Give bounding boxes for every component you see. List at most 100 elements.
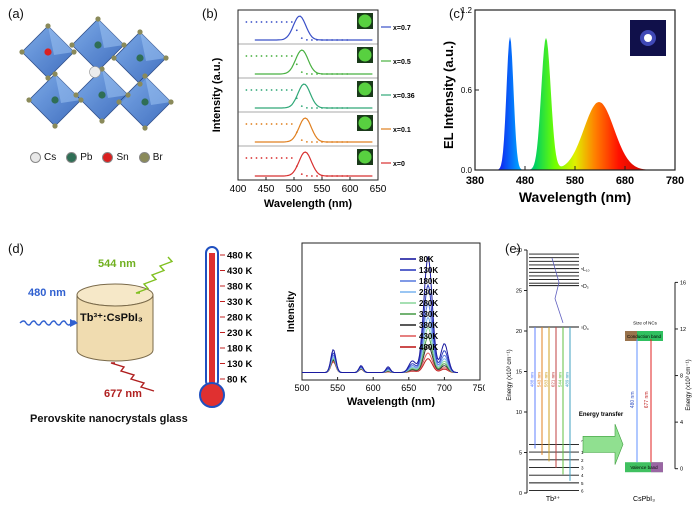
absorption-point [275, 21, 278, 23]
level-label: ⁵L₁₀ [581, 267, 590, 273]
absorption-point [300, 71, 303, 73]
emission-curve [254, 15, 373, 41]
absorption-point [321, 39, 323, 41]
conduction-band [625, 331, 663, 341]
light-spot-icon [644, 34, 652, 42]
legend-label: 130K [419, 266, 438, 275]
x-tick-label: 750 [472, 383, 485, 393]
br-atom [95, 16, 101, 22]
br-atom [116, 99, 122, 105]
legend-label: 430K [419, 332, 438, 341]
absorption-point [270, 123, 273, 125]
level-label: ⁵D₄ [581, 325, 589, 331]
y-axis-label: Intensity [286, 291, 297, 333]
thermometer: 480 K 430 K 380 K 330 K 280 K 230 K 180 K 130 K… [199, 246, 252, 408]
absorption-point [326, 175, 328, 177]
sample-label: Tb³⁺:CsPbI₃ [80, 312, 143, 324]
panel-b-label: (b) [202, 6, 218, 21]
legend-item: Br [138, 152, 163, 163]
emission-curve [254, 117, 373, 143]
absorption-point [280, 157, 283, 159]
cylinder-body [76, 294, 154, 362]
octahedron-facet [48, 26, 74, 55]
red-emission-label: 677 nm [104, 388, 142, 400]
x-axis-label: Wavelength (nm) [519, 189, 631, 205]
y-axis-label: EL Intensity (a.u.) [441, 41, 456, 149]
nc-size-label: Size of NCs [633, 321, 658, 326]
conduction-band-label: Conduction band [627, 334, 662, 339]
thermo-tick-label: 330 K [227, 297, 252, 308]
absorption-point [270, 89, 273, 91]
absorption-point [321, 141, 323, 143]
absorption-point [336, 141, 338, 143]
chart-c: 380 480 580 680 780 0.0 0.6 1.2 Wavelength (nm) E… [441, 6, 684, 205]
absorption-point [346, 141, 349, 143]
absorption-point [306, 141, 308, 143]
left-axis-label: Energy (x10³ cm⁻¹) [507, 349, 513, 400]
x-tick-label: 580 [566, 175, 584, 187]
br-atom [168, 99, 174, 105]
absorption-point [306, 175, 308, 177]
octahedron-facet [140, 32, 166, 61]
absorption-point [270, 157, 273, 159]
absorption-point [316, 107, 318, 109]
absorption-point [326, 107, 328, 109]
absorption-point [285, 89, 288, 91]
chart-b: x=0.7 x=0.5 x=0.36 x=0.1 x=0 400 450 500 550 600 6… [211, 9, 415, 210]
absorption-point [280, 21, 283, 23]
legend-item: Pb [66, 152, 92, 163]
x-tick-label: 700 [437, 383, 452, 393]
y-tick-label: 20 [516, 329, 522, 335]
absorption-point [336, 175, 338, 177]
panel-b: (b) x=0.7 x=0.5 x=0.36 x=0.1 x=0 400 450 500 550… [200, 0, 435, 210]
absorption-point [245, 89, 248, 91]
absorption-point [245, 55, 248, 57]
y-tick-label: 0 [519, 491, 522, 497]
panel-e: (e) 0 5 10 15 20 25 30 Energy (x10³ cm⁻¹) ⁵L₁₀ ⁵D… [497, 235, 697, 507]
valence-band [625, 462, 663, 473]
x-tick-label: 680 [616, 175, 634, 187]
x-tick-label: 480 [516, 175, 534, 187]
absorption-point [346, 175, 349, 177]
absorption-point [290, 123, 293, 125]
atom-swatch-icon [30, 152, 41, 163]
absorption-point [316, 175, 318, 177]
atom-swatch-icon [66, 152, 78, 163]
absorption-point [245, 157, 248, 159]
nc-transition-label: 480 nm [630, 392, 636, 409]
x-tick-label: 780 [666, 175, 684, 187]
absorption-point [341, 39, 344, 41]
transition-label: 488 nm [530, 372, 535, 387]
thermo-tick-label: 230 K [227, 328, 252, 339]
absorption-point [311, 39, 313, 41]
absorption-point [331, 39, 333, 41]
y-tick-label: 25 [516, 289, 522, 295]
absorption-point [331, 175, 333, 177]
absorption-point [316, 141, 318, 143]
transition-label: 583 nm [544, 372, 549, 387]
absorption-point [245, 21, 248, 23]
absorption-point [300, 37, 303, 39]
x-tick-label: 450 [258, 184, 275, 195]
absorption-point [285, 157, 288, 159]
br-atom [26, 97, 32, 103]
absorption-point [346, 107, 349, 109]
br-atom [69, 42, 75, 48]
level-label: 6 [581, 489, 584, 494]
absorption-point [336, 73, 338, 75]
energy-transfer-arrow-icon [582, 424, 624, 465]
x-tick-label: 500 [286, 184, 303, 195]
green-film-icon [358, 116, 372, 130]
crystal-structure [19, 16, 174, 131]
legend-label: 280K [419, 299, 438, 308]
br-atom [45, 23, 51, 29]
x-tick-label: 600 [342, 184, 359, 195]
absorption-point [290, 89, 293, 91]
absorption-point [260, 123, 263, 125]
legend-label: Cs [44, 152, 57, 163]
x-tick-label: 500 [294, 383, 309, 393]
absorption-point [306, 39, 308, 41]
absorption-point [346, 73, 349, 75]
cs-atom [89, 66, 101, 78]
